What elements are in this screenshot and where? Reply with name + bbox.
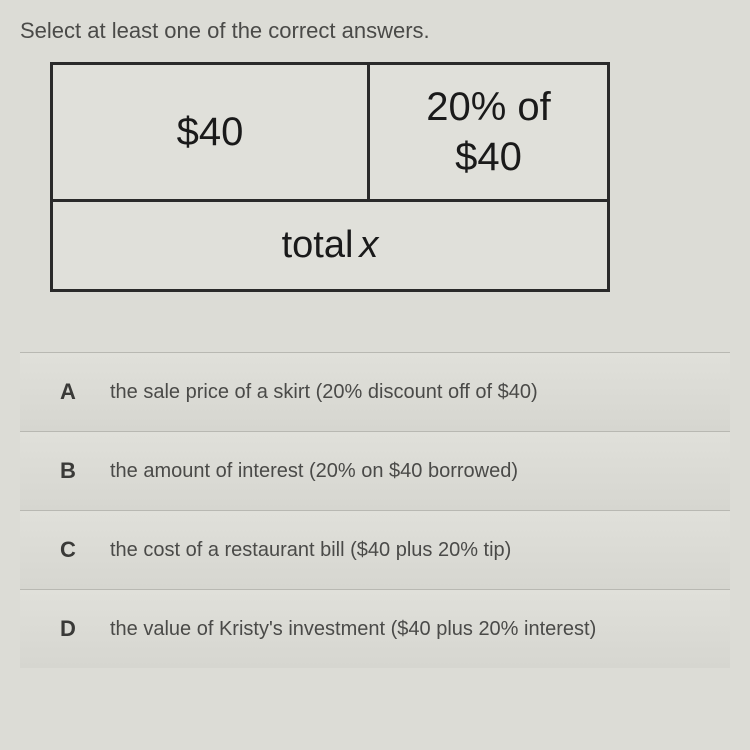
diagram-cell-left: $40 [50,62,370,202]
diagram-right-line1: 20% of [426,82,551,132]
question-page: Select at least one of the correct answe… [0,0,750,686]
diagram: $40 20% of $40 total x [50,62,730,292]
diagram-top-row: $40 20% of $40 [50,62,730,202]
answer-text: the cost of a restaurant bill ($40 plus … [110,539,511,562]
answer-text: the amount of interest (20% on $40 borro… [110,460,518,483]
answer-letter: D [60,616,110,642]
answer-letter: B [60,458,110,484]
diagram-bottom-x: x [359,224,378,267]
diagram-bottom-prefix: total [282,224,354,267]
diagram-cell-right: 20% of $40 [370,62,610,202]
answer-text: the value of Kristy's investment ($40 pl… [110,618,596,641]
answer-letter: C [60,537,110,563]
diagram-left-value: $40 [177,110,244,155]
answer-option[interactable]: B the amount of interest (20% on $40 bor… [20,431,730,510]
diagram-cell-bottom: total x [50,202,610,292]
answers-list: A the sale price of a skirt (20% discoun… [20,352,730,668]
answer-option[interactable]: C the cost of a restaurant bill ($40 plu… [20,510,730,589]
instruction-text: Select at least one of the correct answe… [20,18,730,44]
answer-letter: A [60,379,110,405]
answer-text: the sale price of a skirt (20% discount … [110,381,538,404]
answer-option[interactable]: A the sale price of a skirt (20% discoun… [20,352,730,431]
answer-option[interactable]: D the value of Kristy's investment ($40 … [20,589,730,668]
diagram-right-line2: $40 [455,132,522,182]
